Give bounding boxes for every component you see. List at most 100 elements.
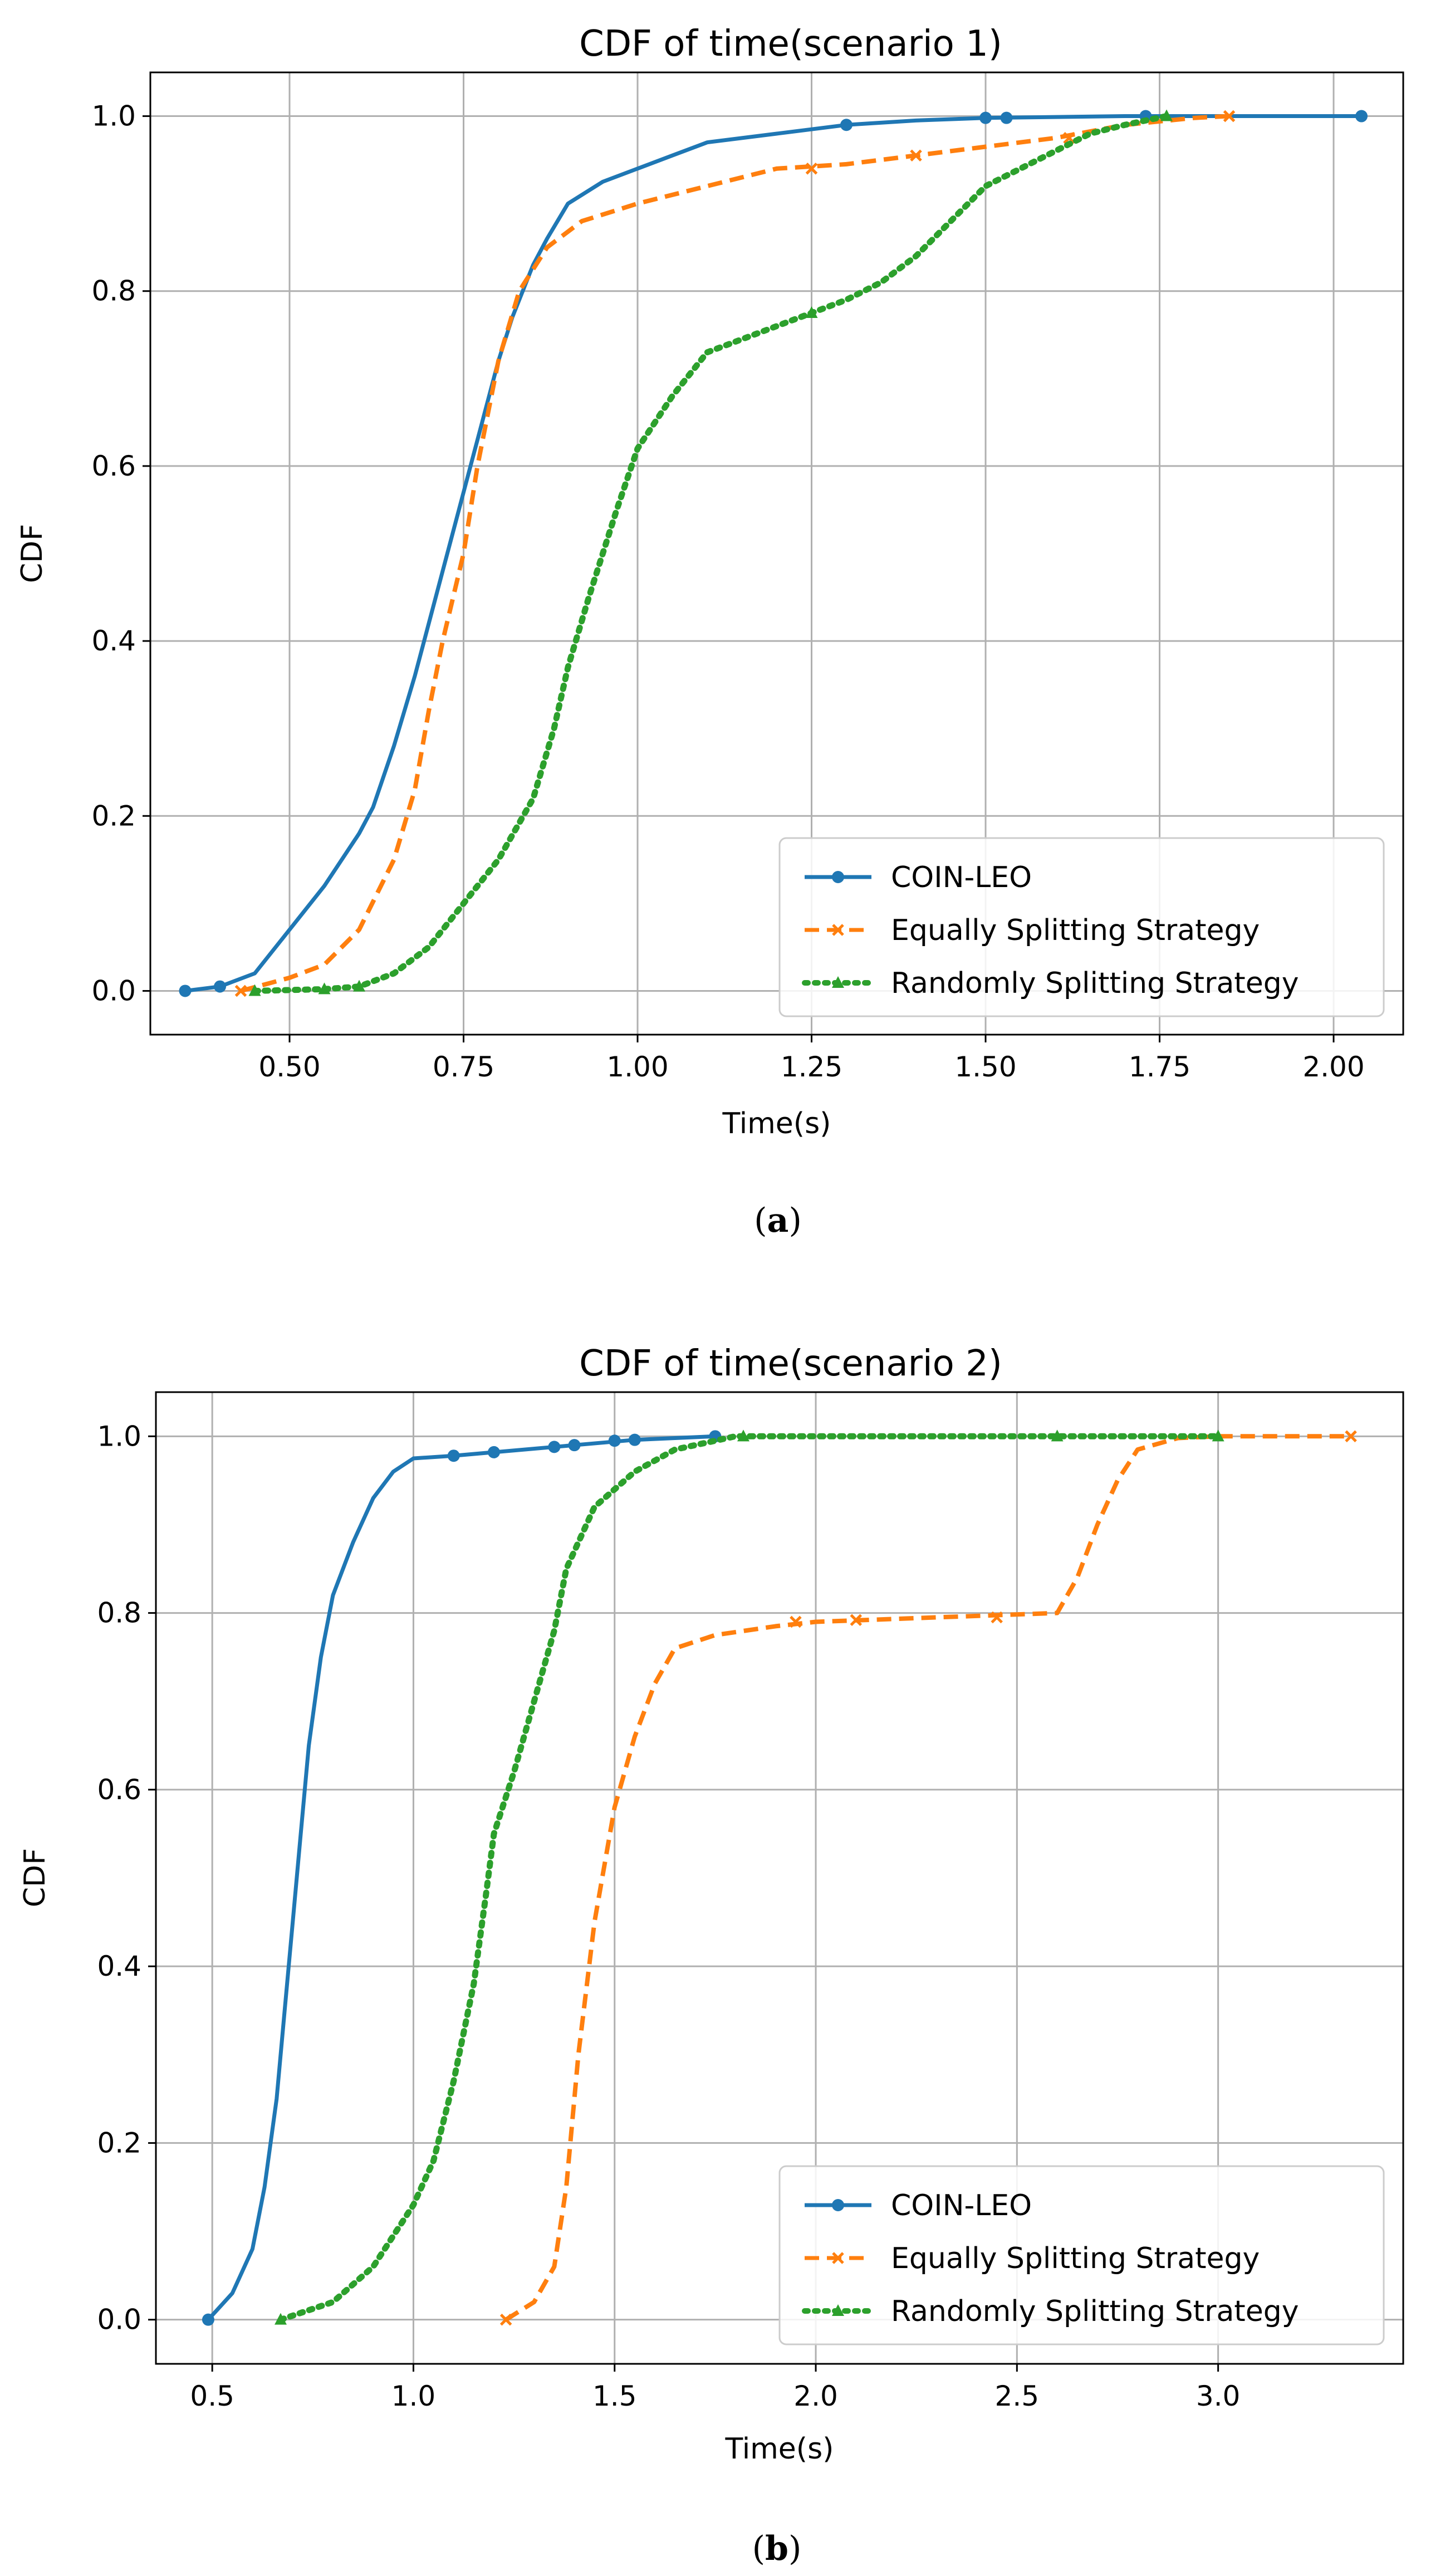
legend-box: [778, 837, 1385, 1017]
x-tick-label: 3.0: [1196, 2380, 1241, 2412]
legend: COIN-LEO Equally Splitting Strategy Random…: [778, 2165, 1385, 2345]
legend-label: COIN-LEO: [891, 2189, 1032, 2222]
y-tick-label: 0.6: [97, 1774, 141, 1806]
legend-marker: [832, 2304, 844, 2316]
series-marker: [979, 111, 992, 124]
y-tick-label: 1.0: [91, 100, 136, 133]
series-marker: [1355, 110, 1368, 123]
series-marker: [850, 1614, 863, 1627]
legend-label: COIN-LEO: [891, 861, 1032, 894]
series-marker: [628, 1433, 641, 1446]
x-axis-label: Time(s): [722, 1107, 831, 1140]
legend-marker: [832, 976, 844, 988]
series-marker: [1063, 132, 1075, 144]
x-tick-label: 0.5: [190, 2380, 234, 2412]
legend-entry: Equally Splitting Strategy: [805, 2242, 1260, 2275]
y-tick-label: 0.4: [97, 1950, 141, 1982]
series-marker: [353, 980, 365, 992]
x-tick-label: 0.75: [433, 1051, 494, 1083]
legend-marker: [832, 924, 844, 936]
legend-label: Equally Splitting Strategy: [891, 914, 1260, 947]
series-equally-splitting-strategy: [234, 110, 1236, 997]
x-tick-label: 1.5: [592, 2380, 637, 2412]
series-marker: [1212, 1429, 1224, 1442]
plot-frame: [155, 1391, 1404, 2365]
series-marker: [805, 163, 818, 175]
series-line: [207, 1434, 716, 2322]
x-tick-label: 0.50: [258, 1051, 320, 1083]
legend-entry: Randomly Splitting Strategy: [802, 2295, 1299, 2328]
caption-b: (b): [752, 2529, 802, 2568]
y-tick-label: 0.2: [97, 2127, 141, 2159]
legend-entry: COIN-LEO: [805, 861, 1032, 894]
x-tick-label: 1.00: [606, 1051, 668, 1083]
series-marker: [275, 2313, 287, 2325]
legend-marker: [832, 2199, 844, 2211]
legend-label: Randomly Splitting Strategy: [891, 2295, 1299, 2328]
series-marker: [548, 1441, 561, 1453]
legend-marker: [832, 2252, 844, 2264]
series-marker: [1345, 1430, 1357, 1443]
x-tick-label: 1.25: [781, 1051, 842, 1083]
y-tick-label: 0.8: [97, 1597, 141, 1629]
series-marker: [991, 1611, 1003, 1624]
x-axis-label: Time(s): [725, 2432, 834, 2466]
y-tick-label: 0.2: [91, 800, 136, 832]
y-tick-label: 1.0: [97, 1420, 141, 1452]
series-marker: [1223, 110, 1236, 123]
plot-frame: [149, 71, 1404, 1036]
series-randomly-splitting-strategy: [275, 1429, 1224, 2325]
series-marker: [608, 1434, 621, 1447]
y-tick-label: 0.0: [91, 974, 136, 1007]
series-marker: [447, 1449, 460, 1462]
series-line: [277, 1433, 1222, 2323]
caption-a: (a): [754, 1201, 802, 1240]
series-marker: [1051, 1429, 1064, 1442]
x-tick-label: 1.50: [954, 1051, 1016, 1083]
legend: COIN-LEO Equally Splitting Strategy Random…: [778, 837, 1385, 1017]
series-marker: [487, 1446, 500, 1458]
series-marker: [805, 306, 818, 318]
y-axis-label: CDF: [18, 1848, 52, 1907]
y-tick-label: 0.4: [91, 625, 136, 657]
x-tick-label: 2.0: [793, 2380, 838, 2412]
chart-scenario-1: CDF of time(scenario 1) 0.50 0.75 1.00 1.25…: [16, 23, 1404, 1240]
series-marker: [318, 982, 331, 995]
series-marker: [790, 1615, 802, 1628]
series-marker: [214, 980, 226, 993]
legend-marker: [832, 871, 844, 883]
series-marker: [840, 119, 853, 131]
series-line: [240, 114, 1229, 993]
series-marker: [737, 1429, 749, 1442]
x-tick-label: 1.0: [391, 2380, 436, 2412]
series-marker: [499, 2313, 512, 2326]
x-tick-label: 2.00: [1302, 1051, 1364, 1083]
legend-label: Randomly Splitting Strategy: [891, 967, 1299, 1000]
y-axis-label: CDF: [16, 524, 49, 583]
series-marker: [234, 985, 247, 997]
chart-scenario-2: CDF of time(scenario 2) 0.5 1.0 1.5 2.0 2.5 3…: [18, 1343, 1404, 2568]
x-tick-label: 1.75: [1129, 1051, 1191, 1083]
series-marker: [910, 149, 922, 162]
series-marker: [179, 985, 192, 997]
series-marker: [202, 2313, 214, 2326]
y-tick-label: 0.8: [91, 275, 136, 307]
legend-entry: Equally Splitting Strategy: [805, 914, 1260, 947]
chart-title: CDF of time(scenario 1): [579, 23, 1002, 65]
series-marker: [1160, 109, 1173, 121]
series-marker: [568, 1439, 581, 1452]
series-line: [504, 1434, 1351, 2322]
legend-label: Equally Splitting Strategy: [891, 2242, 1260, 2275]
legend-box: [778, 2165, 1385, 2345]
chart-title: CDF of time(scenario 2): [579, 1343, 1002, 1384]
series-randomly-splitting-strategy: [248, 109, 1173, 996]
series-line: [252, 113, 1170, 994]
series-marker: [248, 984, 261, 996]
series-coin-leo: [202, 1430, 722, 2326]
legend-entry: COIN-LEO: [805, 2189, 1032, 2222]
x-tick-label: 2.5: [995, 2380, 1040, 2412]
series-marker: [1000, 111, 1013, 124]
legend-entry: Randomly Splitting Strategy: [802, 967, 1299, 1000]
series-equally-splitting-strategy: [499, 1430, 1357, 2326]
